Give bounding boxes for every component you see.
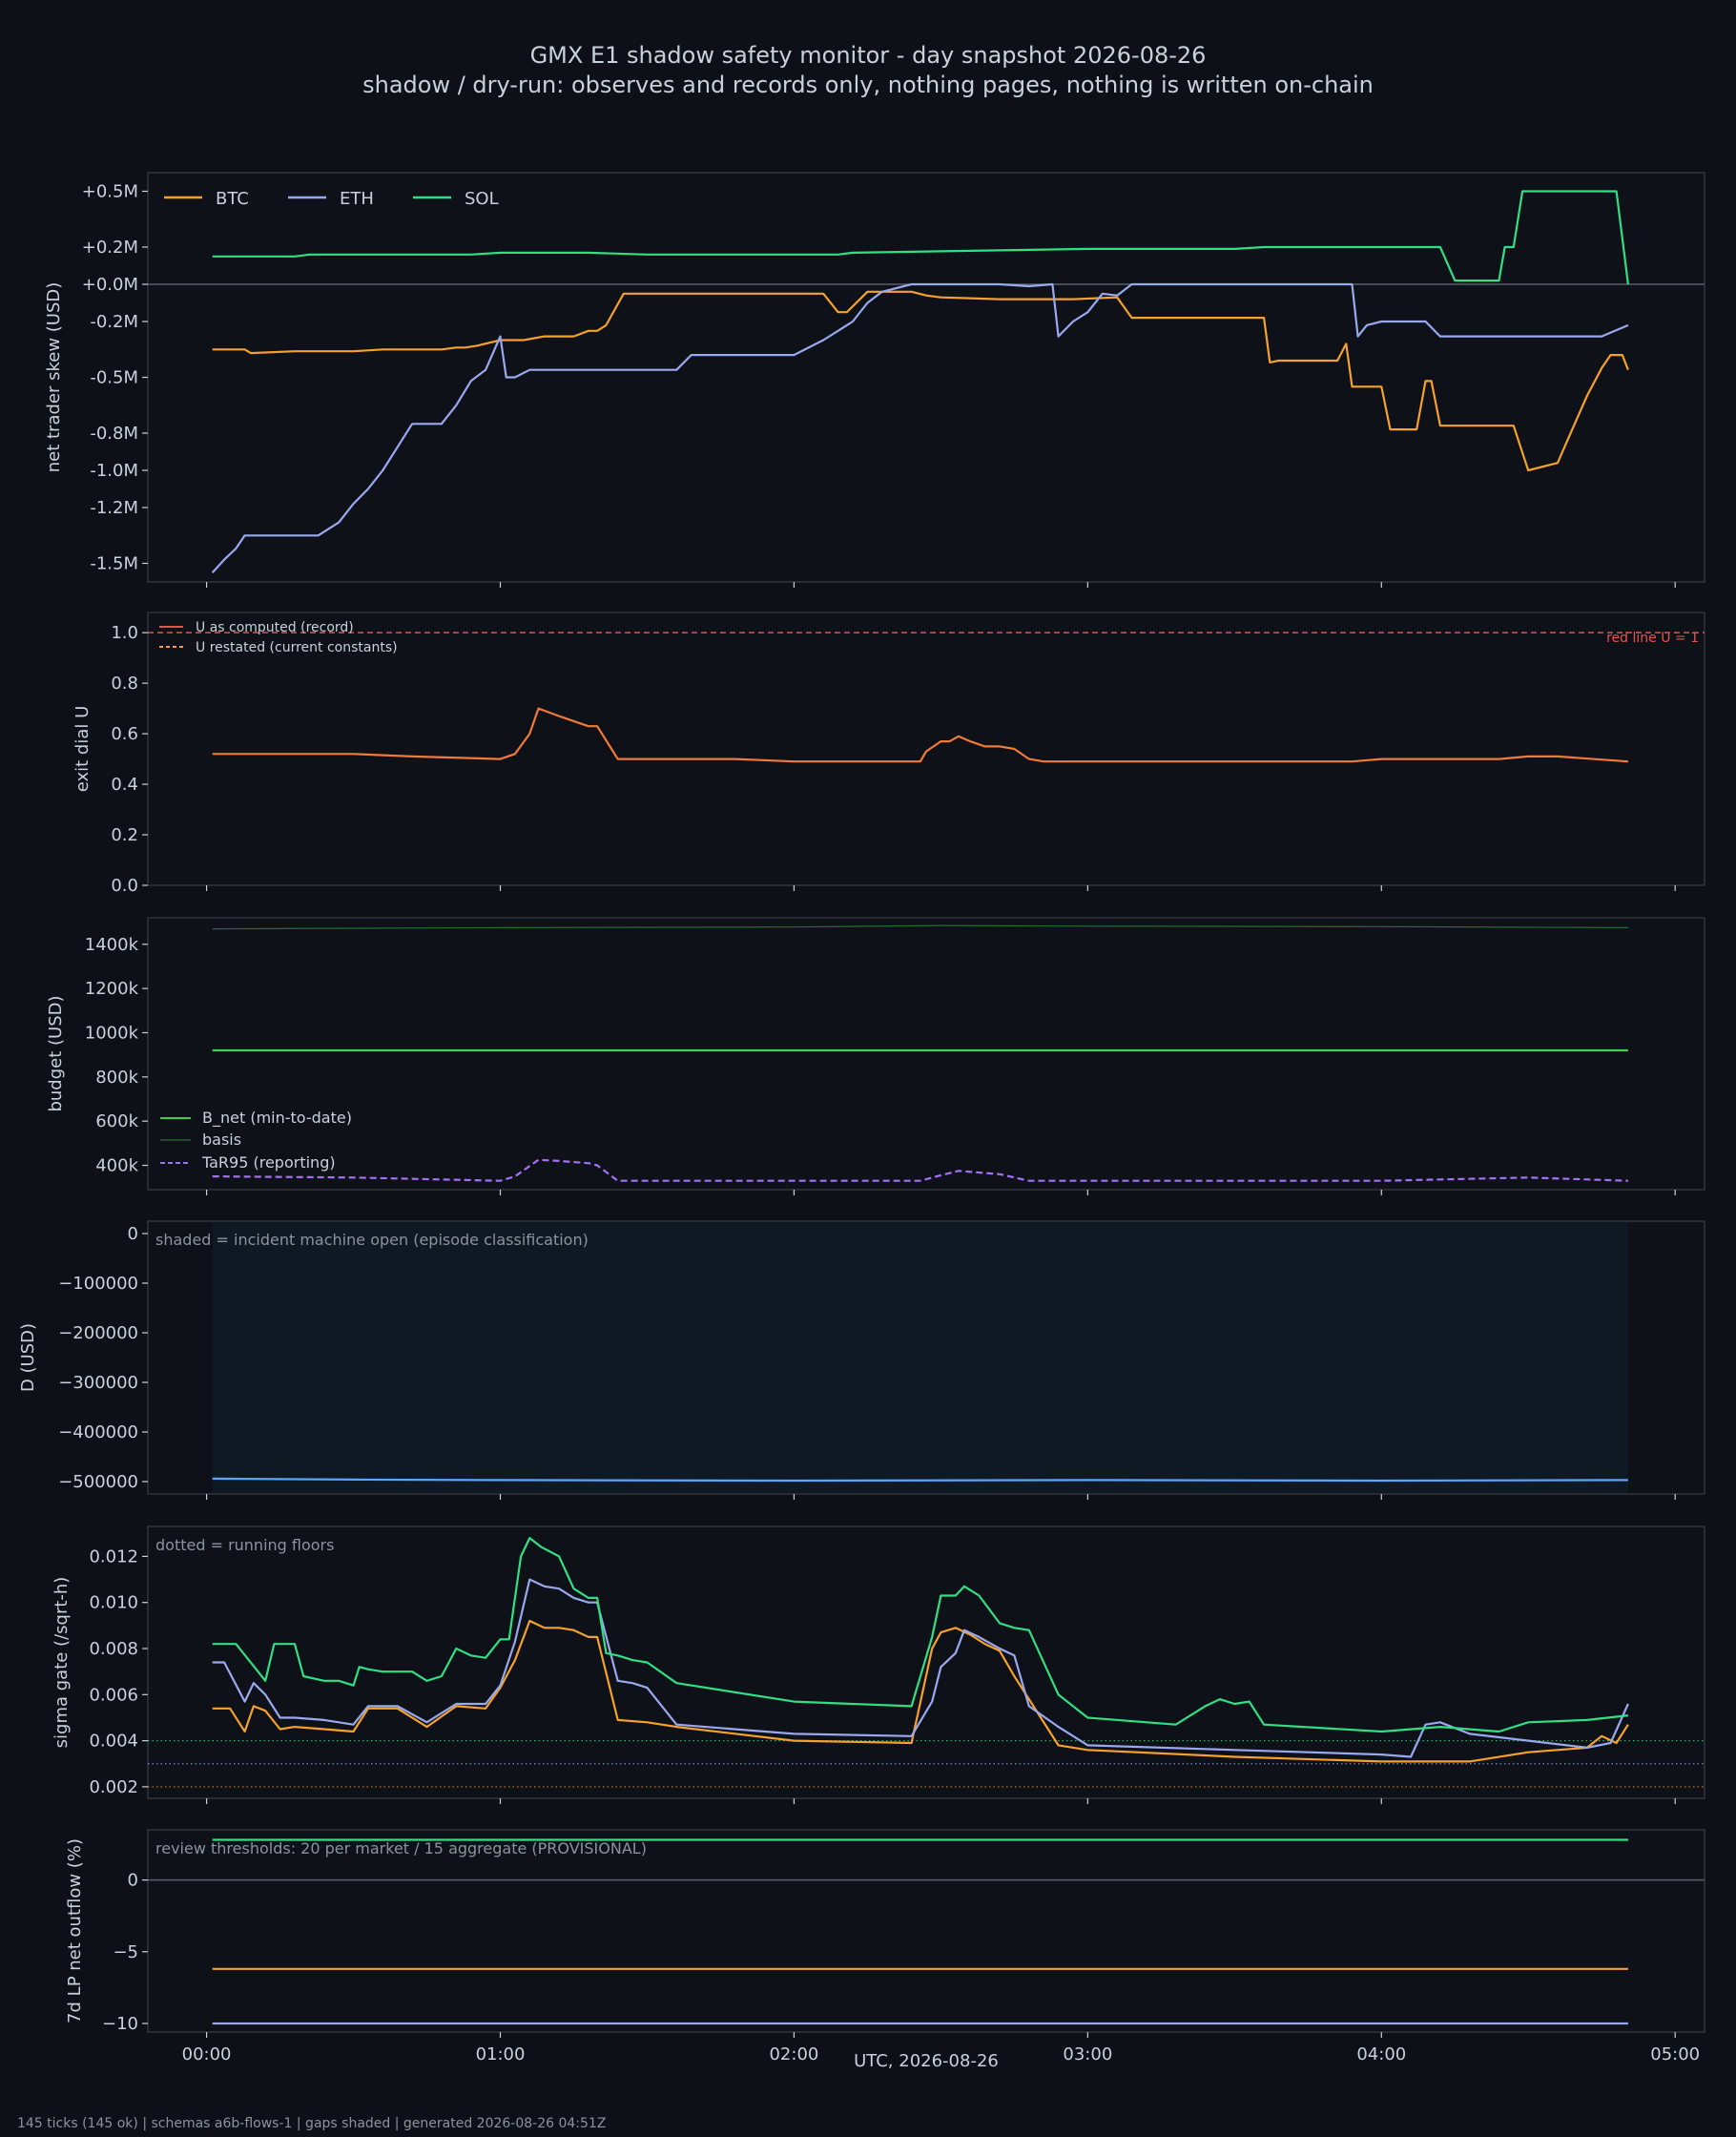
- figure-subtitle: shadow / dry-run: observes and records o…: [362, 72, 1374, 98]
- panel-2: red line U = 1 0.0 0.2 0.4 0.6 0.8 1.0 exit dia…: [72, 612, 1705, 896]
- y-tick-label: -1.5M: [90, 554, 138, 574]
- y-tick-label: 0.004: [89, 1732, 138, 1752]
- panel-note: review thresholds: 20 per market / 15 ag…: [155, 1839, 647, 1857]
- y-tick-label: 1200k: [85, 979, 139, 999]
- y-tick-label: +0.5M: [82, 182, 138, 202]
- legend-label: basis: [202, 1131, 241, 1149]
- panel-4: 0 −100000 −200000 −300000 −400000 −500000 D (U…: [18, 1220, 1705, 1500]
- y-tick-label: 0.012: [89, 1546, 138, 1566]
- panel-6: 0 −5 −10 00:00 01:00 02:00 03:00 04:00 05:00 7d L…: [65, 1829, 1705, 2064]
- y-tick-label: 0.008: [89, 1639, 138, 1659]
- panel-1: +0.5M +0.2M +0.0M -0.2M -0.5M -0.8M -1.0M -1.2M…: [44, 172, 1705, 588]
- x-tick-label: 04:00: [1356, 2044, 1406, 2064]
- panel-5: 0.002 0.004 0.006 0.008 0.010 0.012 sigma gate…: [52, 1525, 1705, 1804]
- axes-frame: [147, 172, 1705, 583]
- panel-3: 400k 600k 800k 1000k 1200k 1400k budget (USD) B…: [46, 917, 1705, 1195]
- y-tick-label: 1400k: [85, 935, 139, 955]
- y-tick-label: 800k: [95, 1068, 138, 1088]
- y-axis-label: net trader skew (USD): [44, 282, 64, 473]
- legend-label: BTC: [216, 189, 249, 209]
- series-line-basis: [212, 924, 1628, 930]
- y-tick-label: 1000k: [85, 1023, 139, 1043]
- axes-frame: [147, 612, 1705, 886]
- y-axis-label: sigma gate (/sqrt-h): [52, 1577, 72, 1749]
- series-line-line-0: [212, 1477, 1628, 1483]
- panels: +0.5M +0.2M +0.0M -0.2M -0.5M -0.8M -1.0M -1.2M…: [18, 172, 1705, 2071]
- series-line-sol: [212, 1536, 1629, 1733]
- y-tick-label: 0: [128, 1871, 138, 1891]
- y-tick-label: 0.0: [111, 876, 138, 896]
- y-tick-label: -0.5M: [90, 368, 138, 388]
- panel-note: dotted = running floors: [155, 1536, 334, 1554]
- y-tick-label: 600k: [95, 1111, 138, 1131]
- legend-label: U restated (current constants): [196, 640, 398, 655]
- x-tick-label: 00:00: [182, 2044, 232, 2064]
- legend-label: TaR95 (reporting): [201, 1153, 336, 1172]
- y-tick-label: 0.002: [89, 1777, 138, 1797]
- panel-note: shaded = incident machine open (episode …: [155, 1231, 589, 1249]
- y-tick-label: −500000: [58, 1472, 138, 1492]
- y-tick-label: 400k: [95, 1156, 138, 1176]
- legend-label: SOL: [465, 189, 499, 209]
- axes-frame: [147, 1525, 1705, 1799]
- y-tick-label: 0: [128, 1224, 138, 1244]
- y-axis-label: 7d LP net outflow (%): [65, 1838, 85, 2023]
- y-tick-label: +0.2M: [82, 238, 138, 258]
- y-tick-label: 0.8: [111, 674, 138, 694]
- y-tick-label: 0.6: [111, 724, 138, 744]
- red-line-label: red line U = 1: [1606, 631, 1699, 646]
- series-line-sol: [212, 190, 1629, 285]
- y-tick-label: -0.2M: [90, 312, 138, 332]
- y-axis-label: D (USD): [18, 1323, 38, 1392]
- y-tick-label: 0.010: [89, 1593, 138, 1613]
- y-axis-label: exit dial U: [72, 706, 93, 793]
- legend-label: ETH: [340, 189, 374, 209]
- y-tick-label: −5: [113, 1942, 138, 1962]
- x-axis-label: UTC, 2026-08-26: [854, 2051, 999, 2071]
- series-line-btc: [212, 1619, 1629, 1763]
- x-tick-label: 01:00: [476, 2044, 526, 2064]
- y-tick-label: −10: [102, 2014, 138, 2034]
- y-tick-label: -0.8M: [90, 424, 138, 444]
- y-tick-label: −400000: [58, 1422, 138, 1442]
- y-tick-label: 0.2: [111, 825, 138, 845]
- x-tick-label: 05:00: [1650, 2044, 1700, 2064]
- y-tick-label: −200000: [58, 1323, 138, 1343]
- legend-label: B_net (min-to-date): [202, 1109, 352, 1128]
- series-line-line-2: [212, 707, 1628, 763]
- y-tick-label: −300000: [58, 1373, 138, 1393]
- series-line-eth: [211, 282, 1629, 574]
- y-axis-label: budget (USD): [46, 995, 66, 1111]
- y-tick-label: -1.0M: [90, 461, 138, 481]
- axes-frame: [147, 1829, 1705, 2033]
- incident-shade: [212, 1222, 1628, 1493]
- legend-label: U as computed (record): [196, 620, 354, 635]
- figure-title: GMX E1 shadow safety monitor - day snaps…: [530, 42, 1207, 69]
- y-tick-label: 0.4: [111, 775, 138, 795]
- axes-frame: [147, 917, 1705, 1191]
- y-tick-label: 0.006: [89, 1685, 138, 1705]
- x-tick-label: 03:00: [1063, 2044, 1112, 2064]
- series-line-btc: [212, 290, 1629, 472]
- footer-text: 145 ticks (145 ok) | schemas a6b-flows-1…: [17, 2116, 606, 2131]
- y-tick-label: 1.0: [111, 623, 138, 643]
- y-tick-label: -1.2M: [90, 498, 138, 518]
- series-line-eth: [212, 1578, 1629, 1758]
- y-tick-label: +0.0M: [82, 275, 138, 295]
- y-tick-label: −100000: [58, 1274, 138, 1294]
- x-tick-label: 02:00: [769, 2044, 818, 2064]
- series-line-tar95-reporting-: [212, 1158, 1628, 1182]
